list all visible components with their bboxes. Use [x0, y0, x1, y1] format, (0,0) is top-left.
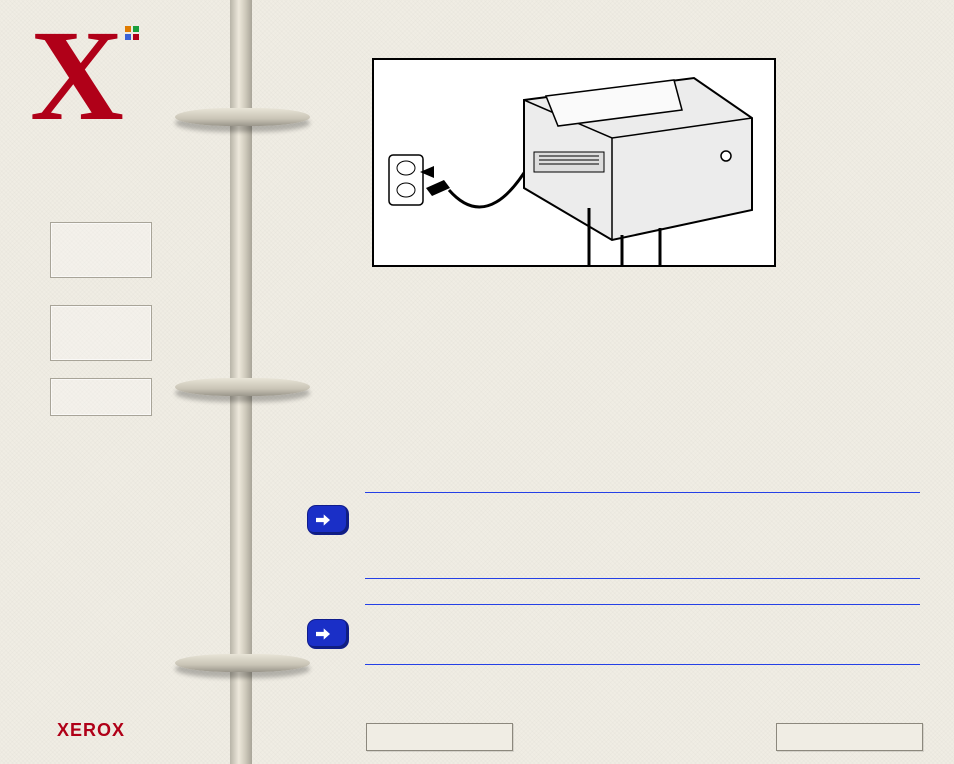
xerox-logo: X — [30, 18, 170, 138]
callout-rule-1a — [365, 492, 920, 493]
note-arrow-icon — [308, 506, 348, 534]
callout-rule-1b — [365, 578, 920, 579]
printer-illustration — [372, 58, 776, 267]
callout-rule-2b — [365, 664, 920, 665]
xerox-wordmark: XEROX — [57, 720, 125, 741]
nav-box-3[interactable] — [50, 378, 152, 416]
shelf-bottom — [175, 654, 310, 672]
prev-button[interactable] — [366, 723, 513, 751]
next-button[interactable] — [776, 723, 923, 751]
xerox-logo-x: X — [30, 18, 170, 135]
shelf-mid — [175, 378, 310, 396]
shelf-top — [175, 108, 310, 126]
nav-box-2[interactable] — [50, 305, 152, 361]
callout-rule-2a — [365, 604, 920, 605]
printer-svg — [374, 60, 774, 265]
nav-box-1[interactable] — [50, 222, 152, 278]
xerox-logo-pixel-icon — [125, 26, 143, 44]
note-arrow-icon — [308, 620, 348, 648]
